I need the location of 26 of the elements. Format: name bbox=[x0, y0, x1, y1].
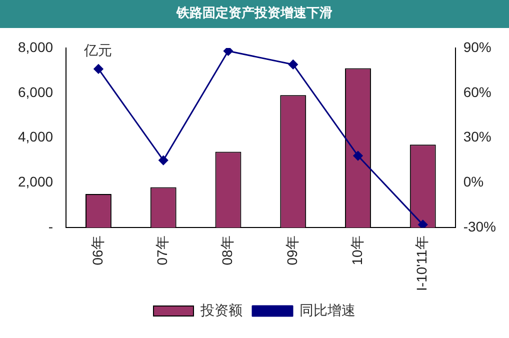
y2-tick-label: 0% bbox=[463, 174, 484, 190]
point bbox=[418, 220, 428, 228]
point bbox=[94, 64, 104, 74]
y2-tick-label: -30% bbox=[463, 218, 496, 235]
point bbox=[288, 60, 298, 70]
x-tick-label: 06年 bbox=[89, 236, 106, 266]
y-tick-label: 6,000 bbox=[18, 84, 54, 100]
x-tick-label: 07年 bbox=[154, 236, 170, 266]
point bbox=[223, 48, 233, 56]
y2-tick-label: 30% bbox=[463, 128, 492, 145]
y-tick-label: 4,000 bbox=[18, 128, 54, 145]
legend-label: 投资额 bbox=[200, 302, 242, 318]
annotation: 亿元 bbox=[83, 42, 112, 58]
x-tick-label: 08年 bbox=[219, 236, 236, 266]
point bbox=[353, 151, 363, 161]
x-tick-label: 10年 bbox=[348, 236, 365, 266]
x-tick-label: 09年 bbox=[284, 236, 300, 266]
y-tick-label: 8,000 bbox=[18, 38, 54, 55]
chart-title: 铁路固定资产投资增速下滑 bbox=[0, 0, 509, 28]
y2-tick-label: 90% bbox=[463, 38, 492, 55]
legend-label: 同比增速 bbox=[300, 302, 356, 318]
y-tick-label: - bbox=[48, 218, 54, 235]
point bbox=[158, 156, 168, 166]
x-tick-label: I-10'11年 bbox=[414, 236, 430, 292]
y2-tick-label: 60% bbox=[463, 84, 492, 100]
y-tick-label: 2,000 bbox=[18, 174, 54, 190]
